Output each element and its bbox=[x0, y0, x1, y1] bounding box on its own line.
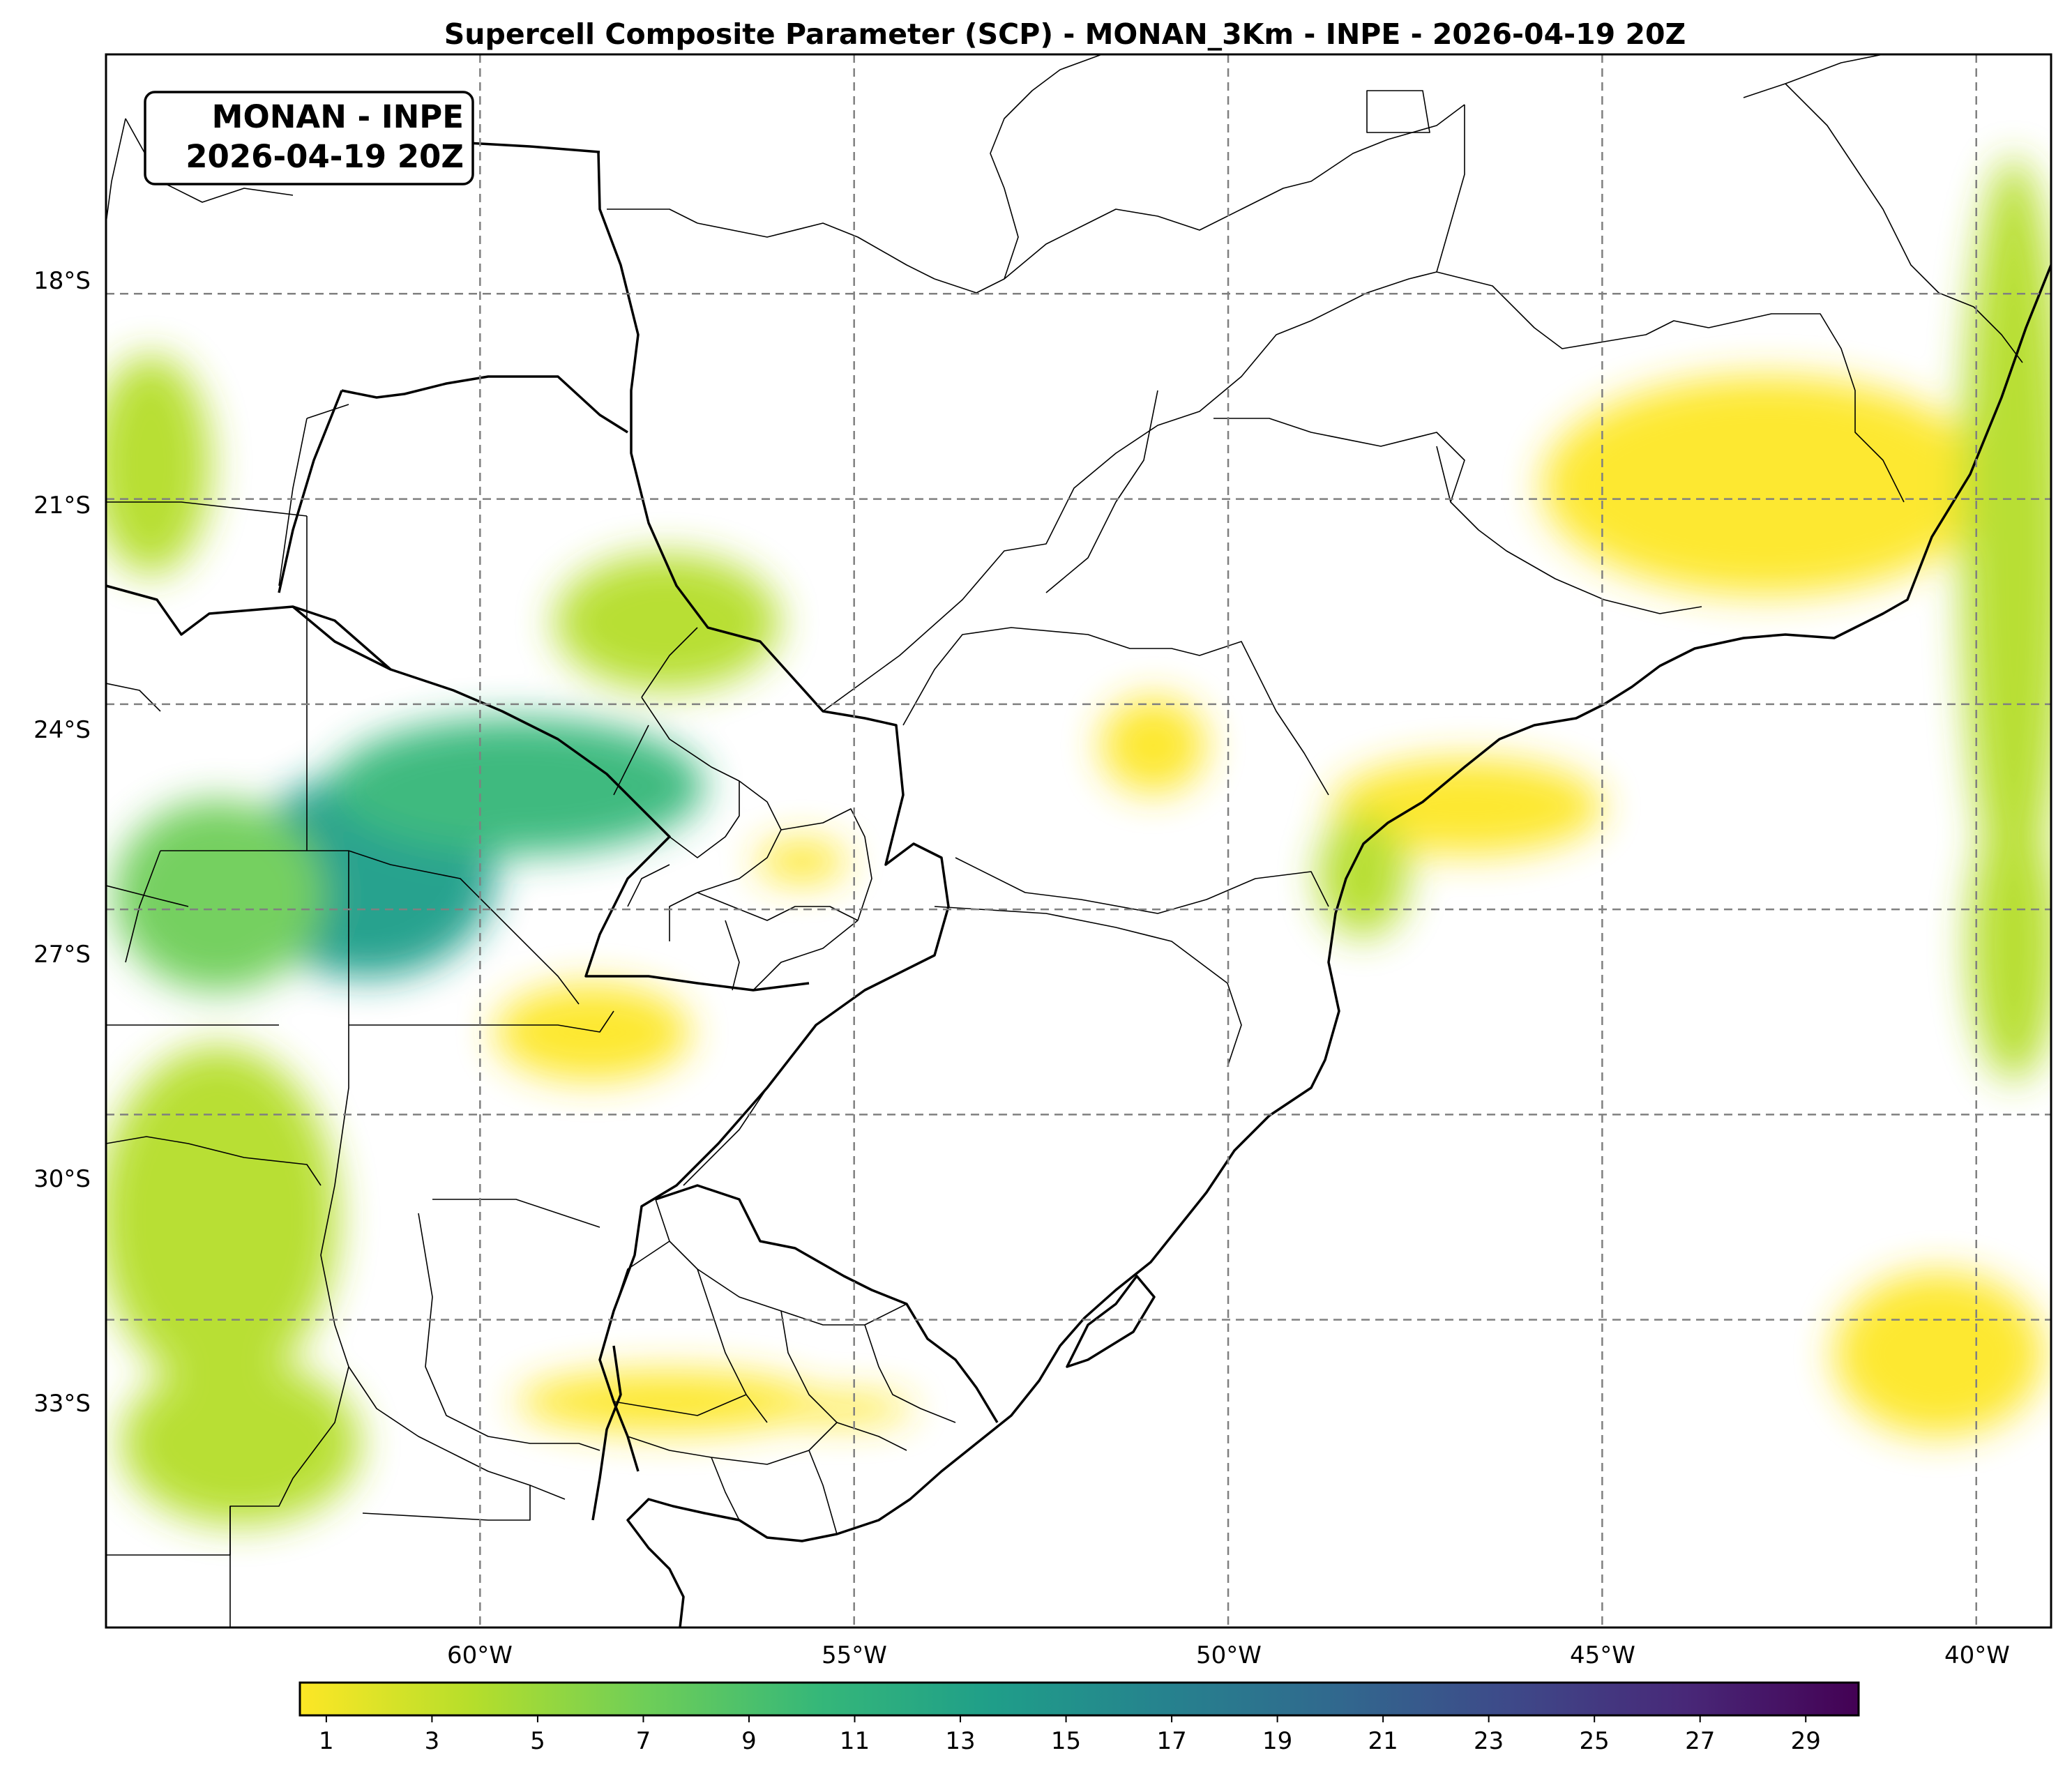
scp-region-chaco-band bbox=[330, 718, 705, 855]
colorbar-tick-label: 3 bbox=[425, 1727, 440, 1755]
scp-region-atlantic-southeast bbox=[1833, 1271, 2044, 1436]
atlantic-coastline bbox=[626, 264, 2051, 1628]
scp-region-chaco-west bbox=[113, 800, 324, 992]
scp-region-uruguay-south bbox=[764, 1395, 914, 1422]
colorbar-tick-label: 29 bbox=[1791, 1727, 1821, 1755]
map-lines bbox=[106, 54, 2051, 1628]
colorbar-tick-label: 15 bbox=[1051, 1727, 1081, 1755]
lat-label-30s: 30°S bbox=[33, 1165, 91, 1193]
figure-title: Supercell Composite Parameter (SCP) - MO… bbox=[444, 17, 1686, 51]
scp-region-minas-gerais bbox=[1542, 376, 1992, 595]
lon-label-40w: 40°W bbox=[1944, 1641, 2010, 1669]
scp-region-santa-catarina bbox=[1317, 813, 1408, 937]
lat-label-24s: 24°S bbox=[33, 716, 91, 744]
colorbar-tick-label: 11 bbox=[840, 1727, 870, 1755]
colorbar-tick-label: 1 bbox=[319, 1727, 334, 1755]
colorbar-tick-label: 5 bbox=[530, 1727, 545, 1755]
lon-label-45w: 45°W bbox=[1570, 1641, 1635, 1669]
stamp-line-2: 2026-04-19 20Z bbox=[186, 138, 464, 175]
bolivia-east-border bbox=[278, 390, 343, 593]
colorbar-tick-label: 21 bbox=[1368, 1727, 1398, 1755]
scp-region-parana-interior bbox=[1101, 697, 1206, 794]
colorbar-tick-label: 23 bbox=[1474, 1727, 1504, 1755]
argentina-paraguay-border bbox=[292, 605, 810, 992]
colorbar-tick-label: 17 bbox=[1156, 1727, 1186, 1755]
colorbar: 1 3 5 7 9 11 13 15 17 19 21 23 25 27 29 bbox=[298, 1681, 1860, 1755]
scp-region-paraguay-north bbox=[554, 554, 780, 691]
scp-region-espirito-santo-offshore bbox=[1961, 157, 2051, 909]
brazil-border bbox=[597, 151, 950, 1472]
gridlines bbox=[106, 54, 2051, 1628]
map-frame bbox=[105, 53, 2052, 1629]
scp-region-bolivia-west bbox=[106, 355, 211, 575]
lon-label-55w: 55°W bbox=[822, 1641, 887, 1669]
colorbar-tick-label: 7 bbox=[636, 1727, 651, 1755]
scp-region-sao-paulo-coast bbox=[1333, 759, 1603, 855]
scp-region-pampas-west bbox=[106, 1046, 338, 1388]
bolivia-border bbox=[341, 375, 628, 434]
colorbar-tick-label: 27 bbox=[1685, 1727, 1715, 1755]
scp-region-misiones bbox=[757, 841, 847, 882]
lat-lon-tick-labels: 18°S 21°S 24°S 27°S 30°S 33°S 60°W 55°W … bbox=[33, 267, 2010, 1669]
lagoa-dos-patos bbox=[1066, 1275, 1156, 1368]
lat-label-27s: 27°S bbox=[33, 941, 91, 969]
stamp-box bbox=[144, 91, 474, 185]
lat-label-33s: 33°S bbox=[33, 1390, 91, 1418]
colorbar-tick-label: 19 bbox=[1262, 1727, 1292, 1755]
lon-label-50w: 50°W bbox=[1196, 1641, 1262, 1669]
lat-label-18s: 18°S bbox=[33, 267, 91, 295]
colorbar-tick-label: 9 bbox=[741, 1727, 757, 1755]
stamp-line-1: MONAN - INPE bbox=[212, 98, 464, 135]
lon-label-60w: 60°W bbox=[447, 1641, 513, 1669]
scp-region-atlantic-east bbox=[1969, 807, 2051, 1081]
colorbar-ticks: 1 3 5 7 9 11 13 15 17 19 21 23 25 27 29 bbox=[319, 1715, 1821, 1755]
lat-label-21s: 21°S bbox=[33, 492, 91, 519]
model-stamp: MONAN - INPE 2026-04-19 20Z bbox=[144, 91, 474, 185]
scp-region-rio-de-la-plata bbox=[517, 1371, 817, 1433]
colorbar-gradient bbox=[298, 1681, 1860, 1717]
scp-region-corrientes bbox=[494, 984, 690, 1081]
colorbar-tick-label: 25 bbox=[1580, 1727, 1610, 1755]
scp-field bbox=[106, 157, 2051, 1525]
paraguay-bolivia-border bbox=[106, 584, 392, 671]
uruguay-border bbox=[655, 1184, 999, 1423]
colorbar-tick-label: 13 bbox=[945, 1727, 975, 1755]
rio-uruguay-river bbox=[591, 1345, 622, 1521]
state-borders bbox=[106, 54, 2023, 1628]
scp-region-pampas-south bbox=[121, 1360, 361, 1525]
